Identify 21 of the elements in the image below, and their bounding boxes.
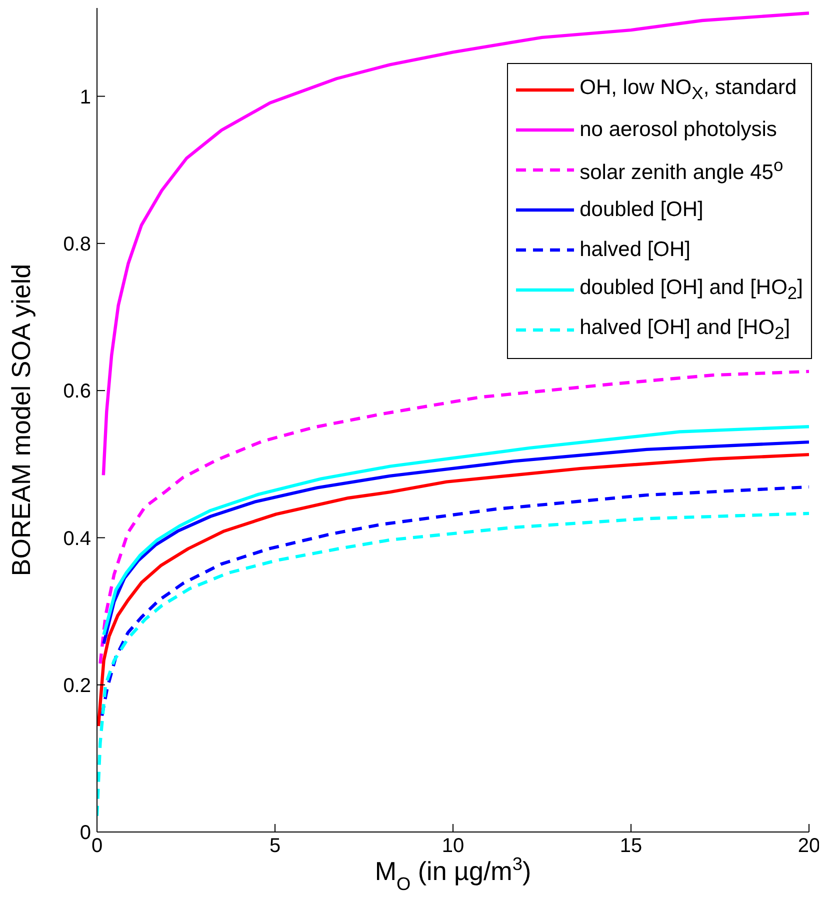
line-series: [97, 452, 809, 728]
y-tick-label: 1: [80, 86, 91, 108]
x-tick-label: 15: [620, 835, 642, 858]
y-tick-label: 0.2: [63, 674, 91, 697]
y-tick-label: 0.8: [63, 234, 91, 256]
legend-label: no aerosol photolysis: [580, 118, 777, 142]
legend-label: halved [OH]: [580, 238, 691, 262]
y-tick-label: 0.4: [63, 528, 91, 550]
line-series: [98, 370, 809, 666]
line-series: [102, 12, 809, 477]
legend-label: doubled [OH] and [HO$_{2}$]: [580, 276, 803, 304]
x-tick-label: 5: [269, 835, 281, 858]
legend-label: solar zenith angle 45$^{o}$: [580, 155, 784, 185]
y-axis-title: BOREAM model SOA yield: [6, 264, 36, 576]
y-tick-label: 0.6: [63, 380, 91, 403]
line-series: [97, 512, 809, 818]
legend-label: OH, low NO$_{X}$, standard: [580, 76, 797, 104]
line-series: [100, 485, 809, 718]
legend-label: doubled [OH]: [580, 198, 704, 222]
legend-label: halved [OH] and [HO$_{2}$]: [580, 316, 790, 344]
x-tick-label: 20: [798, 835, 820, 858]
